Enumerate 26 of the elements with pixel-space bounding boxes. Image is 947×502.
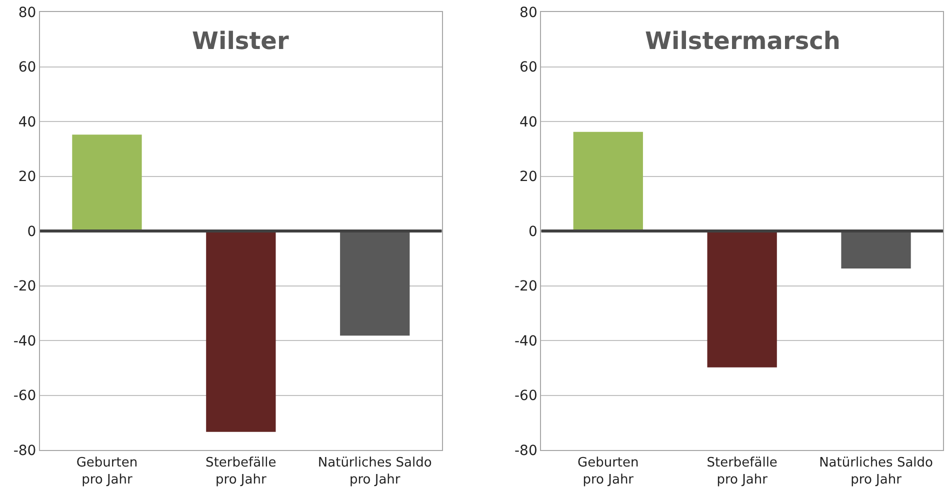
x-tick-label: Natürliches Saldo pro Jahr [318,456,432,488]
y-tick-label: 40 [18,114,36,130]
y-tick-label: -80 [13,442,36,459]
y-tick-label: 80 [520,4,538,21]
x-tick-label: Sterbefälle pro Jahr [206,456,276,488]
y-tick-label: -20 [13,278,36,295]
text: Wilstermarsch [645,27,840,55]
y-tick-label: -20 [514,278,538,295]
y-tick-label: -40 [13,333,36,350]
y-tick-label: 20 [18,169,36,186]
y-tick-label: -60 [514,388,538,404]
x-tick-label: Natürliches Saldo pro Jahr [819,456,934,488]
y-tick-label: -60 [13,388,36,404]
x-tick-label: Geburten pro Jahr [76,456,138,488]
y-tick-label: 0 [27,224,36,240]
y-tick-label: 60 [520,60,538,76]
text: Wilster [192,27,289,55]
y-tick-label: -80 [514,442,538,459]
y-tick-label: 60 [18,60,36,76]
x-tick-label: Geburten pro Jahr [578,456,639,488]
x-tick-label: Sterbefälle pro Jahr [706,456,778,488]
y-tick-label: 80 [18,4,36,21]
y-tick-label: 0 [528,224,538,240]
y-tick-label: 20 [520,169,538,186]
y-tick-label: 40 [520,114,538,130]
y-tick-label: -40 [514,333,538,350]
